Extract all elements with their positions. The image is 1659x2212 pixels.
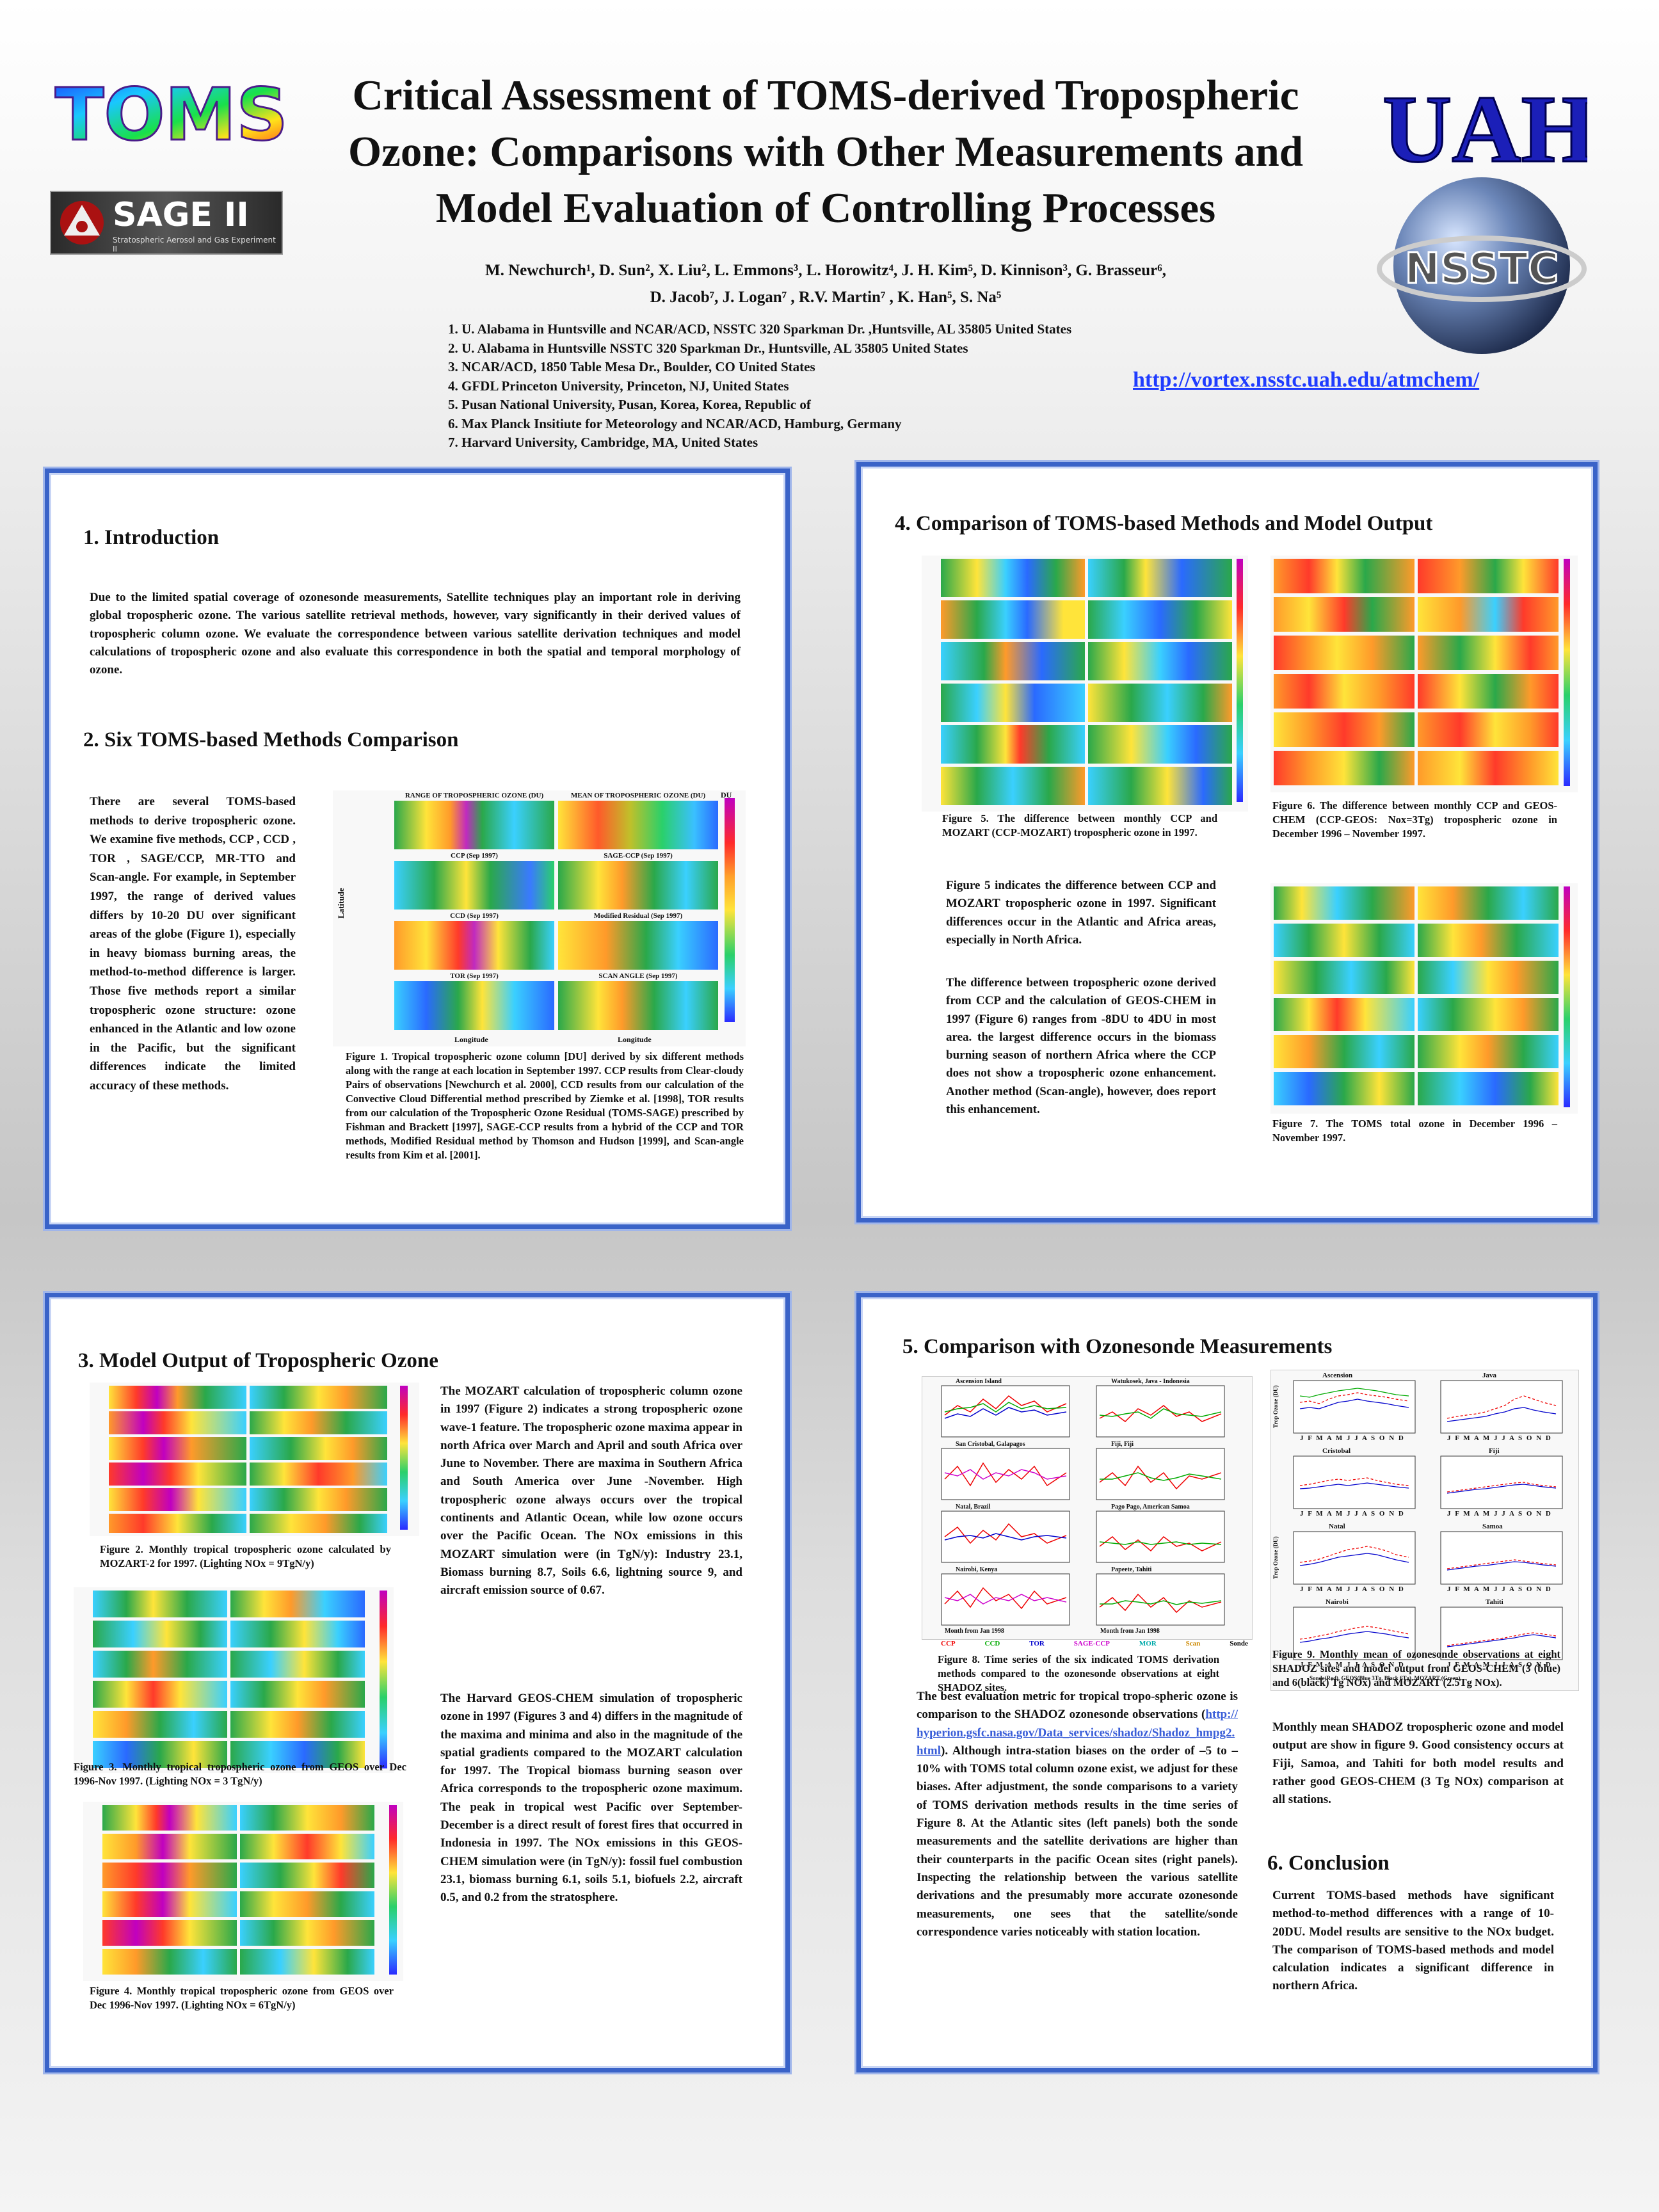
legend-sage-ccp: SAGE-CCP xyxy=(1073,1640,1110,1647)
svg-text:NSSTC: NSSTC xyxy=(1405,244,1559,293)
comparison-heading: 4. Comparison of TOMS-based Methods and … xyxy=(895,512,1433,535)
figure-2 xyxy=(90,1382,419,1536)
model-text-2: The Harvard GEOS-CHEM simulation of trop… xyxy=(440,1692,743,1905)
comparison-text-2: The difference between tropospheric ozon… xyxy=(946,976,1216,1117)
figure-1-caption: Figure 1. Tropical tropospheric ozone co… xyxy=(346,1050,744,1161)
legend-tor: TOR xyxy=(1029,1640,1045,1647)
legend-ccd: CCD xyxy=(984,1640,1000,1647)
affiliations: 1. U. Alabama in Huntsville and NCAR/ACD… xyxy=(448,321,1072,450)
svg-text:UAH: UAH xyxy=(1382,78,1587,174)
nsstc-logo: NSSTC xyxy=(1376,173,1587,358)
figure-6 xyxy=(1270,556,1578,792)
legend-ccp: CCP xyxy=(941,1640,956,1647)
methods-text: There are several TOMS-based methods to … xyxy=(90,795,296,1093)
uah-logo: UAH xyxy=(1382,76,1597,184)
authors: M. Newchurch¹, D. Sun², X. Liu², L. Emmo… xyxy=(485,262,1166,306)
comparison-text-1: Figure 5 indicates the difference betwee… xyxy=(946,879,1216,947)
figure-2-caption: Figure 2. Monthly tropical tropospheric … xyxy=(100,1543,391,1569)
methods-heading: 2. Six TOMS-based Methods Comparison xyxy=(83,728,459,751)
figure-5 xyxy=(922,556,1248,812)
legend-sonde: Sonde xyxy=(1230,1640,1248,1647)
ozonesonde-text: The best evaluation metric for tropical … xyxy=(917,1690,1238,1939)
sage-logo: SAGE II Stratospheric Aerosol and Gas Ex… xyxy=(50,191,283,255)
figure-3 xyxy=(74,1587,394,1773)
figure-8: Ascension Island Watukosek, Java - Indon… xyxy=(922,1376,1253,1640)
conclusion-heading: 6. Conclusion xyxy=(1267,1852,1390,1875)
figure-3-caption: Figure 3. Monthly tropical tropospheric … xyxy=(74,1761,406,1787)
legend-scan: Scan xyxy=(1185,1640,1201,1647)
ozonesonde-text-right: Monthly mean SHADOZ tropospheric ozone a… xyxy=(1272,1720,1564,1807)
figure-7 xyxy=(1270,883,1578,1114)
legend-mor: MOR xyxy=(1139,1640,1157,1647)
figure-8-legend: CCP CCD TOR SAGE-CCP MOR Scan Sonde xyxy=(941,1640,1248,1647)
figure-9-caption: Figure 9. Monthly mean of ozonesonde obs… xyxy=(1272,1648,1560,1688)
figure-9: Ascension Java Cristobal Fiji Natal Samo… xyxy=(1270,1370,1579,1691)
figure-8-caption-text: Figure 8. Time series of the six indicat… xyxy=(938,1653,1219,1694)
figure-4-caption: Figure 4. Monthly tropical tropospheric … xyxy=(90,1985,394,2011)
svg-text:TOMS: TOMS xyxy=(55,76,288,152)
toms-logo: TOMS xyxy=(52,73,296,158)
intro-text: Due to the limited spatial coverage of o… xyxy=(90,591,741,677)
figure-6-caption: Figure 6. The difference between monthly… xyxy=(1272,799,1557,840)
figure-4 xyxy=(83,1802,403,1981)
figure-7-caption: Figure 7. The TOMS total ozone in Decemb… xyxy=(1272,1118,1557,1144)
poster-title: Critical Assessment of TOMS-derived Trop… xyxy=(348,72,1303,232)
intro-heading: 1. Introduction xyxy=(83,526,220,549)
figure-5-caption: Figure 5. The difference between monthly… xyxy=(942,812,1217,838)
website-link[interactable]: http://vortex.nsstc.uah.edu/atmchem/ xyxy=(1133,368,1480,392)
ozonesonde-heading: 5. Comparison with Ozonesonde Measuremen… xyxy=(902,1335,1333,1358)
conclusion-text: Current TOMS-based methods have signific… xyxy=(1272,1889,1554,1993)
model-text-1: The MOZART calculation of tropospheric c… xyxy=(440,1384,742,1598)
shadoz-link[interactable]: http://hyperion.gsfc.nasa.gov/Data_servi… xyxy=(917,1708,1238,1758)
figure-1: Latitude RANGE OF TROPOSPHERIC OZONE (DU… xyxy=(333,790,746,1046)
model-heading: 3. Model Output of Tropospheric Ozone xyxy=(78,1349,438,1372)
